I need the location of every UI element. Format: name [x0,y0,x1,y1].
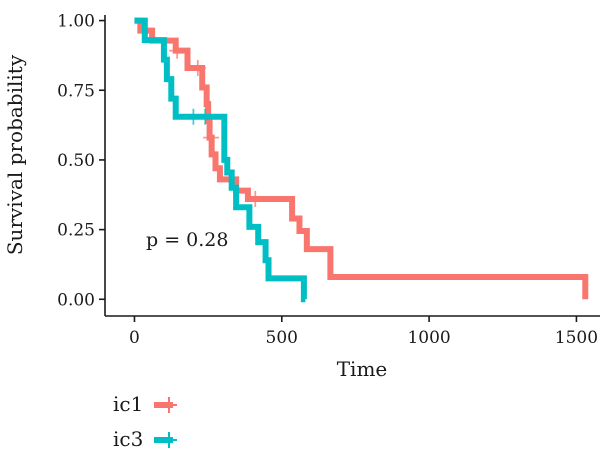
x-tick-label: 1000 [407,328,450,348]
p-value-annotation: p = 0.28 [146,229,228,251]
legend-item-ic3: ic3 [113,427,177,451]
y-tick-label: 0.00 [57,290,95,310]
survival-curve-ic3 [134,17,307,303]
censor-mark-ic1 [203,129,220,146]
x-tick-label: 1500 [555,328,598,348]
censor-mark-ic1 [169,42,186,59]
legend: ic1 ic3 [113,392,177,451]
y-axis-title: Survival probability [3,54,27,255]
censor-mark-ic3 [197,108,214,125]
censor-mark-ic1 [247,190,264,207]
legend-label-ic3: ic3 [113,427,143,451]
legend-label-ic1: ic1 [113,392,143,416]
y-tick-label: 0.25 [57,221,95,241]
x-axis-ticks: 0 500 1000 1500 [129,316,598,348]
legend-item-ic1: ic1 [113,392,177,416]
plot-area: 0.00 0.25 0.50 0.75 1.00 0 500 1000 1500 p = 0.… [57,12,600,348]
y-axis-ticks: 0.00 0.25 0.50 0.75 1.00 [57,12,105,310]
censor-mark-ic1 [189,59,206,76]
x-axis-title: Time [337,357,388,381]
y-tick-label: 0.50 [57,151,95,171]
series-layer [134,17,589,303]
survival-curve-ic1 [134,17,589,300]
x-tick-label: 500 [266,328,298,348]
x-tick-label: 0 [129,328,140,348]
y-tick-label: 1.00 [57,12,95,32]
y-tick-label: 0.75 [57,81,95,101]
